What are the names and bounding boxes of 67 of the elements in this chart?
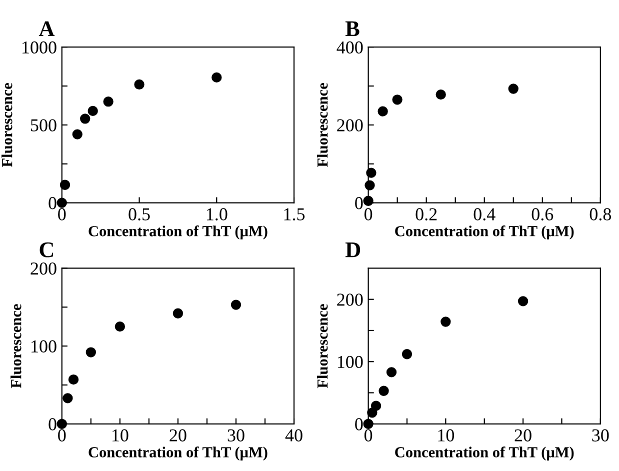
y-tick-label: 100 [338, 356, 363, 368]
x-tick-label: 1.5 [284, 208, 305, 220]
point [172, 308, 184, 318]
y-axis-title: Fluorescence [316, 83, 328, 167]
x-tick-label: 0.8 [590, 208, 612, 220]
x-tick-label: 30 [228, 429, 244, 442]
point [230, 300, 242, 310]
point [378, 386, 389, 396]
x-tick-label: 0 [364, 429, 372, 442]
y-axis-title: Fluorescence [10, 304, 22, 388]
point [436, 90, 446, 100]
y-tick-label: 0 [355, 197, 363, 210]
point [378, 106, 388, 116]
y-tick-label: 0 [48, 197, 56, 210]
point [114, 322, 126, 332]
point [80, 114, 90, 124]
point [370, 400, 382, 411]
point [134, 79, 144, 90]
chart-title: D [345, 242, 360, 258]
x-tick-label: 0 [364, 208, 372, 220]
y-tick-label: 400 [336, 41, 363, 54]
point [508, 84, 518, 94]
point [440, 316, 451, 327]
x-axis-title: Concentration of ThT (μM) [88, 446, 268, 461]
y-tick-label: 500 [31, 119, 56, 132]
point [103, 96, 114, 107]
point [402, 349, 412, 360]
x-axis-title: Concentration of ThT (μM) [395, 225, 574, 240]
chart-title: C [40, 242, 54, 258]
x-tick-label: 20 [170, 429, 186, 442]
point [88, 106, 98, 116]
y-axis-title: Fluorescence [2, 83, 12, 167]
y-tick-label: 1000 [22, 41, 56, 54]
point [62, 393, 73, 404]
x-tick-label: 0.6 [532, 208, 554, 220]
point [212, 72, 222, 83]
x-tick-label: 10 [112, 429, 128, 442]
x-tick-label: 10 [438, 429, 454, 442]
x-tick-label: 30 [592, 429, 609, 442]
y-axis-title: Fluorescence [316, 304, 328, 388]
y-tick-label: 200 [30, 262, 56, 275]
point [60, 180, 70, 190]
x-axis-title: Concentration of ThT (μM) [88, 225, 268, 240]
y-tick-label: 0 [48, 418, 56, 430]
x-tick-label: 0.5 [128, 208, 150, 220]
x-tick-label: 0 [58, 429, 66, 442]
x-axis-title: Concentration of ThT (μM) [395, 446, 574, 461]
point [86, 347, 96, 358]
point [72, 129, 82, 140]
y-tick-label: 200 [337, 294, 363, 306]
x-tick-label: 40 [285, 429, 302, 442]
point [364, 180, 375, 190]
x-tick-label: 0.4 [474, 208, 496, 220]
point [386, 367, 397, 378]
point [366, 168, 376, 178]
x-tick-label: 0 [58, 208, 66, 220]
chart-title: B [345, 21, 360, 36]
y-tick-label: 200 [337, 119, 363, 132]
x-tick-label: 0.2 [416, 208, 437, 220]
y-tick-label: 0 [355, 418, 363, 430]
point [518, 296, 528, 306]
point [392, 94, 402, 105]
chart-title: A [38, 21, 55, 36]
y-tick-label: 100 [32, 340, 56, 352]
x-tick-label: 20 [514, 429, 532, 442]
x-tick-label: 1.0 [206, 208, 228, 220]
point [68, 374, 79, 385]
